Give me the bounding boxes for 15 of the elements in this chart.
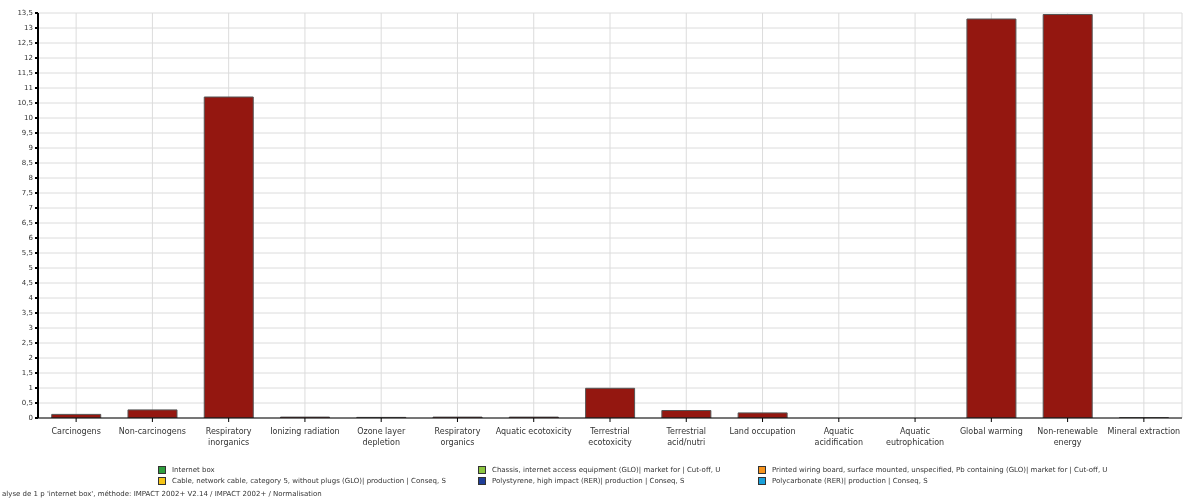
x-tick-label: Terrestrial acid/nutri <box>665 427 707 447</box>
x-tick-label: Aquatic eutrophication <box>886 427 945 447</box>
x-tick-label: Aquatic acidification <box>814 427 864 447</box>
x-tick-label: Global warming <box>959 427 1023 436</box>
x-tick-label: Carcinogens <box>51 427 101 436</box>
x-tick-label: Terrestrial ecotoxicity <box>588 427 632 447</box>
x-tick-label: Ozone layer depletion <box>357 427 406 447</box>
x-tick-label: Non-renewable energy <box>1037 427 1098 447</box>
x-tick-label: Aquatic ecotoxicity <box>495 427 573 436</box>
x-tick-label: Mineral extraction <box>1107 427 1181 436</box>
x-tick-label: Ionizing radiation <box>270 427 340 436</box>
x-tick-label: Respiratory inorganics <box>205 427 252 447</box>
x-tick-label: Respiratory organics <box>434 427 481 447</box>
x-tick-label: Non-carcinogens <box>118 427 186 436</box>
x-tick-label: Land occupation <box>729 427 796 436</box>
